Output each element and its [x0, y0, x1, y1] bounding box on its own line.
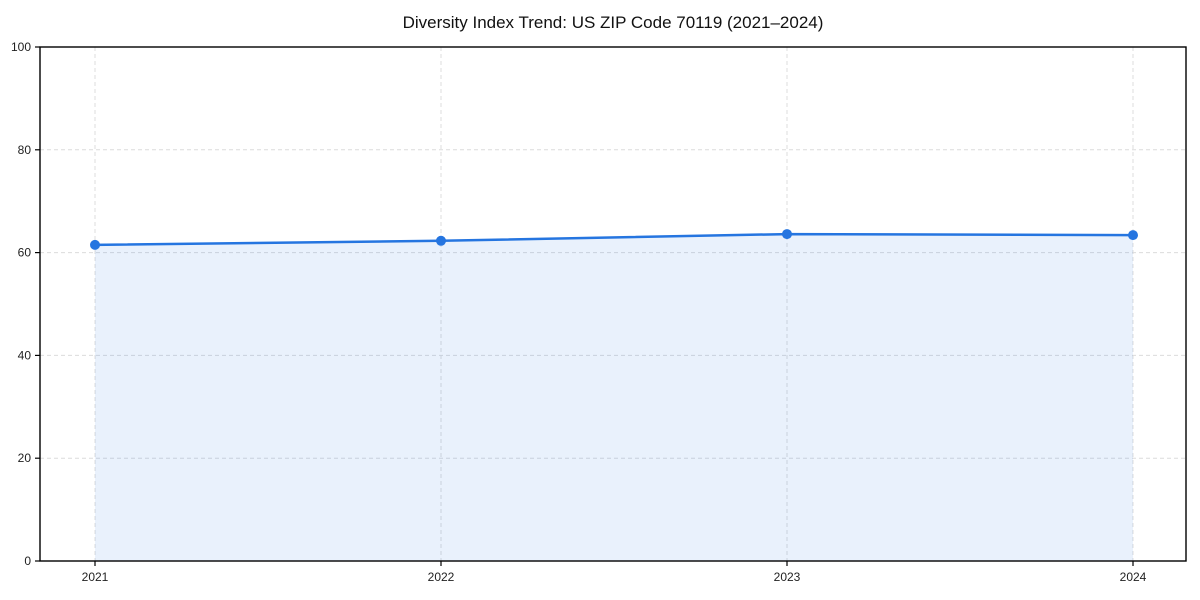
data-point-2023 — [782, 229, 792, 240]
y-tick-label: 80 — [18, 143, 32, 157]
y-tick-label: 0 — [24, 554, 31, 568]
y-tick-label: 100 — [11, 40, 31, 54]
data-point-2024 — [1128, 230, 1138, 241]
chart-title: Diversity Index Trend: US ZIP Code 70119… — [402, 13, 824, 32]
y-tick-label: 20 — [18, 451, 32, 465]
data-point-2021 — [90, 239, 100, 250]
y-tick-label: 40 — [18, 348, 32, 362]
data-point-2022 — [436, 235, 446, 246]
x-tick-label: 2022 — [428, 570, 455, 584]
x-tick-label: 2021 — [82, 570, 109, 584]
x-tick-label: 2023 — [774, 570, 801, 584]
trend-line — [93, 232, 1135, 247]
plot-frame — [39, 46, 1187, 562]
area-fill — [95, 234, 1133, 561]
x-tick-label: 2024 — [1120, 570, 1147, 584]
y-tick-label: 60 — [18, 246, 32, 260]
